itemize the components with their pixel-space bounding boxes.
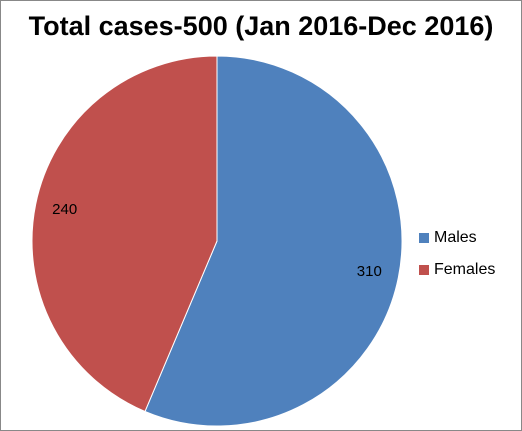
legend-swatch <box>419 265 429 275</box>
data-label: 310 <box>357 263 382 280</box>
data-label: 240 <box>52 201 77 218</box>
legend-label: Males <box>434 229 477 246</box>
pie-slice <box>31 55 218 413</box>
legend-swatch <box>419 233 429 243</box>
pie-slice <box>144 55 403 427</box>
chart-title: Total cases-500 (Jan 2016-Dec 2016) <box>29 11 494 41</box>
legend-label: Females <box>434 261 495 278</box>
